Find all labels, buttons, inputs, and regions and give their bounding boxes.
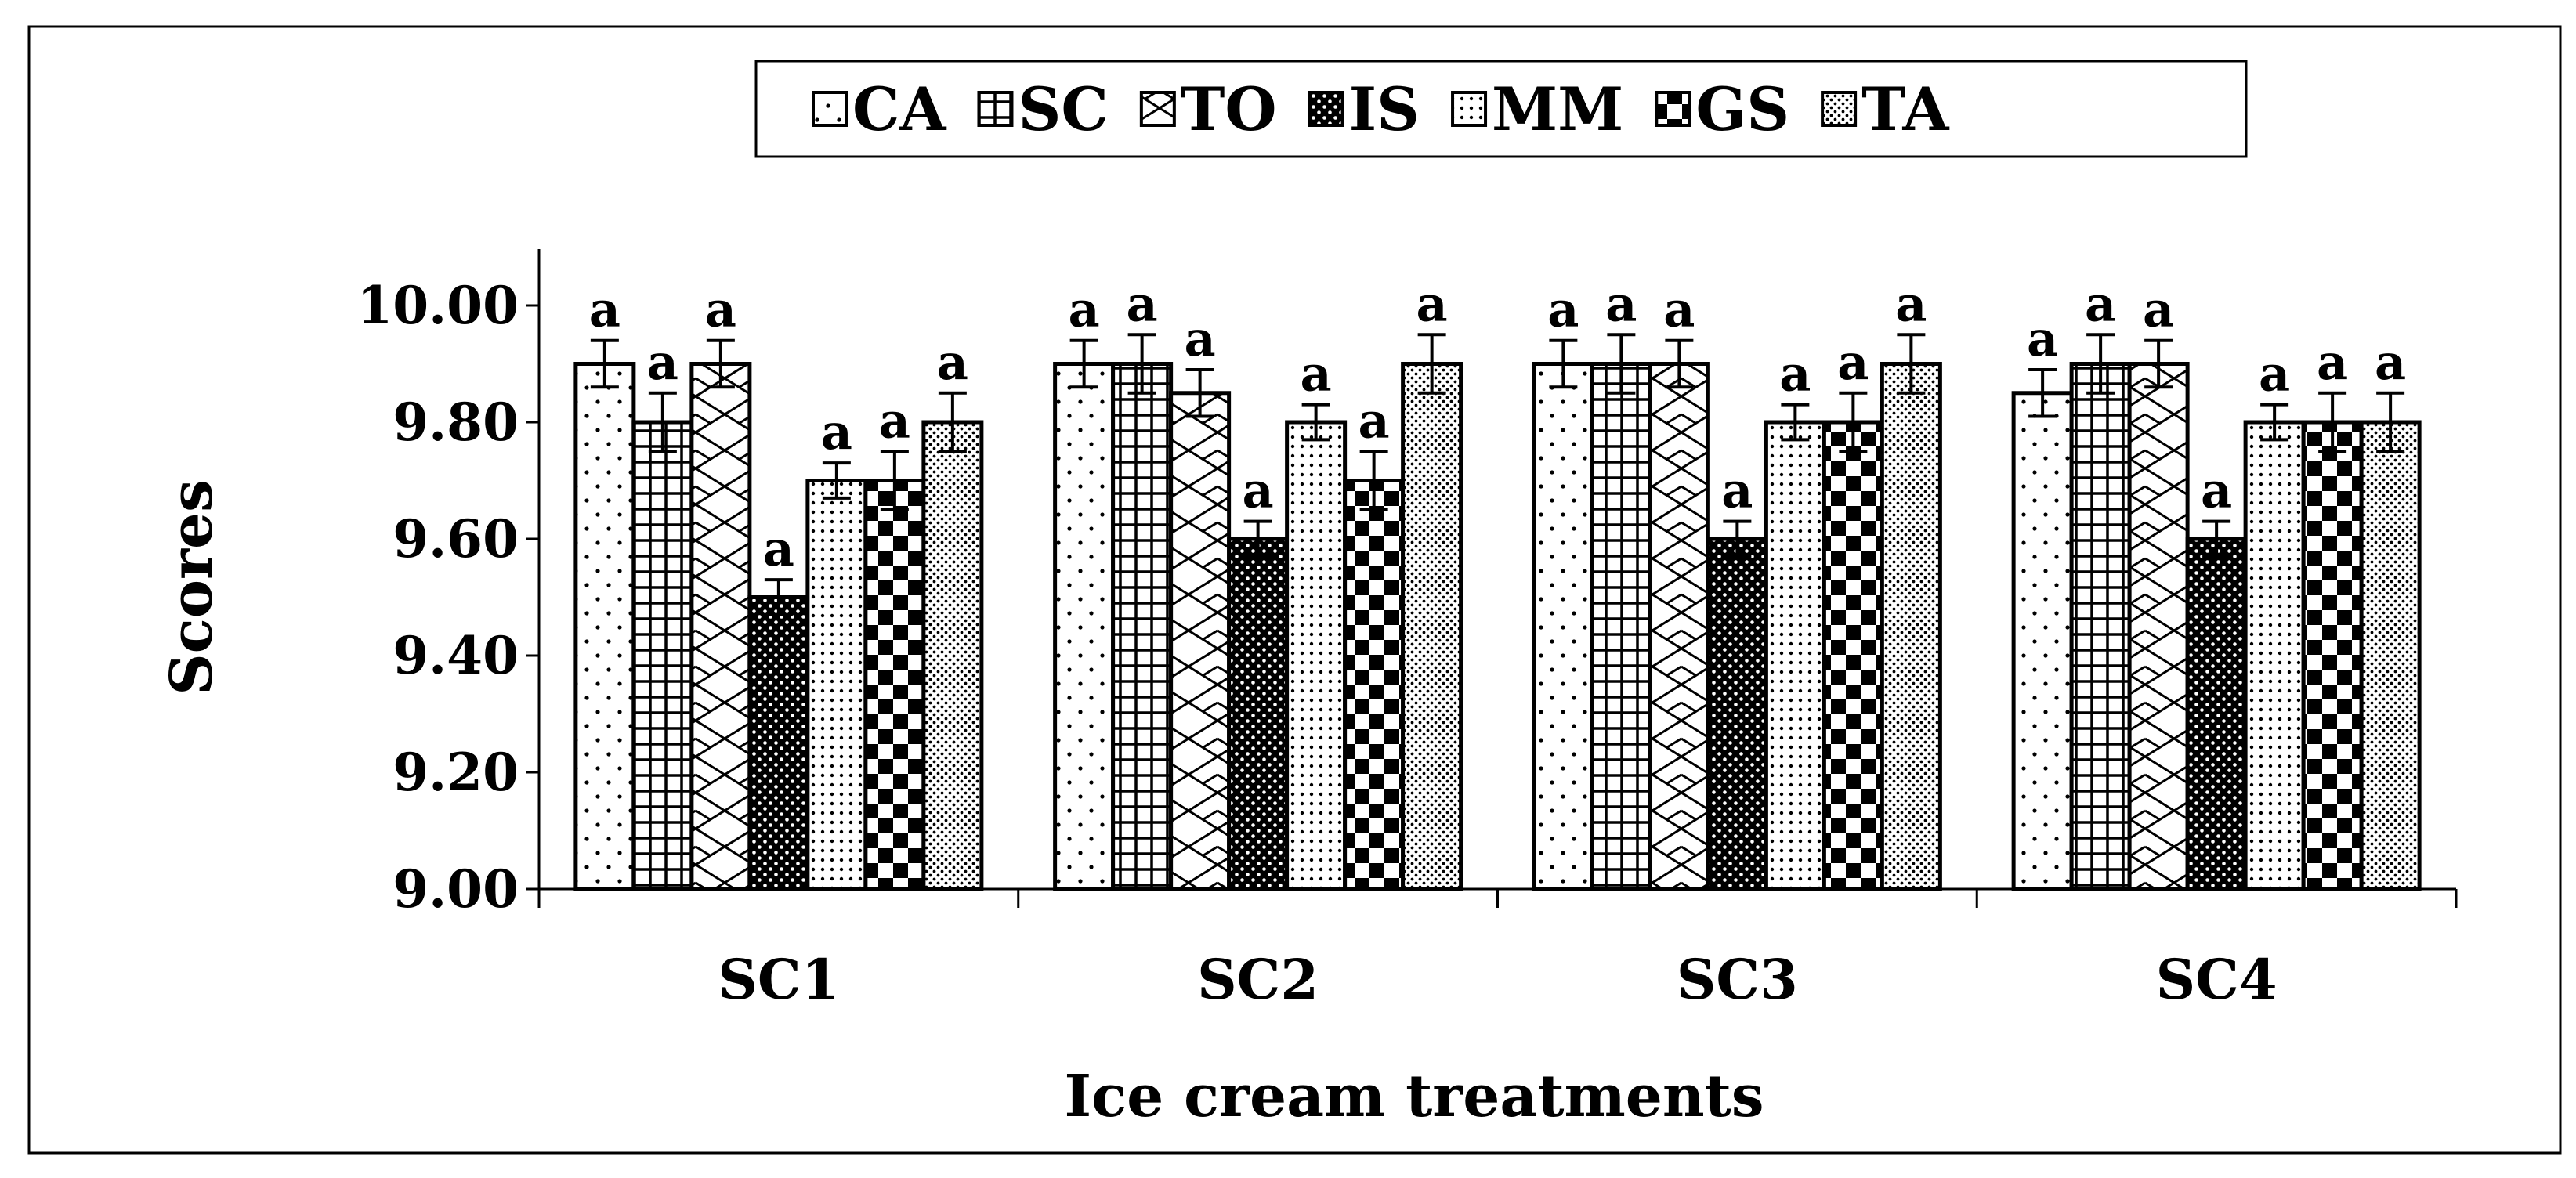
legend-label-ca: CA — [852, 74, 946, 144]
significance-label: a — [937, 334, 968, 391]
significance-label: a — [1069, 281, 1100, 338]
y-tick-label: 9.20 — [393, 742, 519, 803]
legend-label-mm: MM — [1492, 74, 1623, 144]
bar-to-sc1 — [689, 362, 752, 891]
bar-to-sc3 — [1648, 362, 1710, 891]
bar-to-sc4 — [2127, 362, 2190, 891]
legend-swatch-sc — [977, 91, 1014, 127]
bar-ca-sc2 — [1053, 362, 1116, 891]
legend-label-to: TO — [1181, 74, 1277, 144]
legend-swatch-is — [1308, 91, 1344, 127]
legend: CA SC TO IS MM GS TA — [754, 60, 2248, 158]
significance-label: a — [2027, 310, 2058, 367]
y-tick-label: 9.80 — [393, 392, 519, 453]
significance-label: a — [1416, 275, 1448, 332]
significance-label: a — [821, 403, 852, 461]
bar-is-sc4 — [2185, 537, 2248, 891]
significance-label: a — [2317, 334, 2348, 391]
bar-ca-sc4 — [2011, 391, 2074, 891]
significance-label: a — [2143, 281, 2174, 338]
legend-swatch-mm — [1451, 91, 1488, 127]
bar-ta-sc4 — [2359, 420, 2422, 891]
significance-label: a — [2375, 334, 2406, 391]
x-tick-label: SC4 — [2156, 947, 2278, 1012]
x-axis-title: Ice cream treatments — [1064, 1063, 1764, 1130]
bar-to-sc2 — [1169, 391, 1232, 891]
bar-ta-sc2 — [1401, 362, 1463, 891]
legend-label-ta: TA — [1861, 74, 1949, 144]
significance-label: a — [2259, 345, 2290, 403]
significance-label: a — [1547, 281, 1579, 338]
bar-sc-sc4 — [2069, 362, 2132, 891]
y-tick-label: 9.40 — [393, 625, 519, 686]
significance-label: a — [1895, 275, 1927, 332]
legend-swatch-gs — [1655, 91, 1691, 127]
significance-label: a — [1663, 281, 1695, 338]
bar-mm-sc4 — [2243, 420, 2306, 891]
legend-label-is: IS — [1349, 74, 1420, 144]
bar-sc-sc1 — [631, 420, 694, 891]
bar-sc-sc3 — [1590, 362, 1652, 891]
y-tick-label: 10.00 — [356, 275, 519, 336]
y-axis: 9.00 9.20 9.40 9.60 9.80 10.00 — [356, 249, 541, 920]
significance-label: a — [1301, 345, 1332, 403]
x-tick-label: SC3 — [1677, 947, 1798, 1012]
significance-label: a — [1779, 345, 1811, 403]
bar-mm-sc3 — [1764, 420, 1826, 891]
legend-swatch-ca — [812, 91, 848, 127]
legend-swatch-to — [1139, 91, 1176, 127]
significance-label: a — [2085, 275, 2116, 332]
bar-gs-sc1 — [863, 479, 926, 891]
significance-label: a — [1185, 310, 1216, 367]
x-tick-label: SC1 — [718, 947, 839, 1012]
significance-label: a — [763, 520, 794, 577]
significance-label: a — [589, 281, 620, 338]
significance-label: a — [1359, 392, 1390, 449]
significance-label: a — [1721, 462, 1753, 519]
significance-label: a — [705, 281, 736, 338]
significance-label: a — [879, 392, 910, 449]
significance-label: a — [647, 334, 678, 391]
bar-gs-sc2 — [1343, 479, 1406, 891]
bar-gs-sc3 — [1822, 420, 1884, 891]
bar-is-sc1 — [747, 595, 810, 891]
x-tick-label: SC2 — [1197, 947, 1319, 1012]
bar-is-sc3 — [1706, 537, 1768, 891]
bar-ca-sc3 — [1532, 362, 1594, 891]
significance-label: a — [1837, 334, 1869, 391]
significance-label: a — [1127, 275, 1158, 332]
legend-label-gs: GS — [1695, 74, 1789, 144]
legend-label-sc: SC — [1018, 74, 1108, 144]
bar-ta-sc1 — [921, 420, 984, 891]
y-tick-label: 9.00 — [393, 858, 519, 920]
bar-ta-sc3 — [1880, 362, 1942, 891]
bar-is-sc2 — [1227, 537, 1290, 891]
y-axis-title: Scores — [158, 479, 226, 696]
bar-ca-sc1 — [573, 362, 636, 891]
y-tick-label: 9.60 — [393, 508, 519, 569]
legend-swatch-ta — [1821, 91, 1858, 127]
significance-label: a — [1605, 275, 1637, 332]
bar-mm-sc2 — [1285, 420, 1348, 891]
bar-mm-sc1 — [805, 479, 868, 891]
bar-sc-sc2 — [1111, 362, 1174, 891]
x-axis: SC1 SC2 SC3 SC4 — [537, 887, 2458, 1012]
significance-label: a — [2201, 462, 2232, 519]
significance-label: a — [1243, 462, 1274, 519]
bar-gs-sc4 — [2301, 420, 2364, 891]
